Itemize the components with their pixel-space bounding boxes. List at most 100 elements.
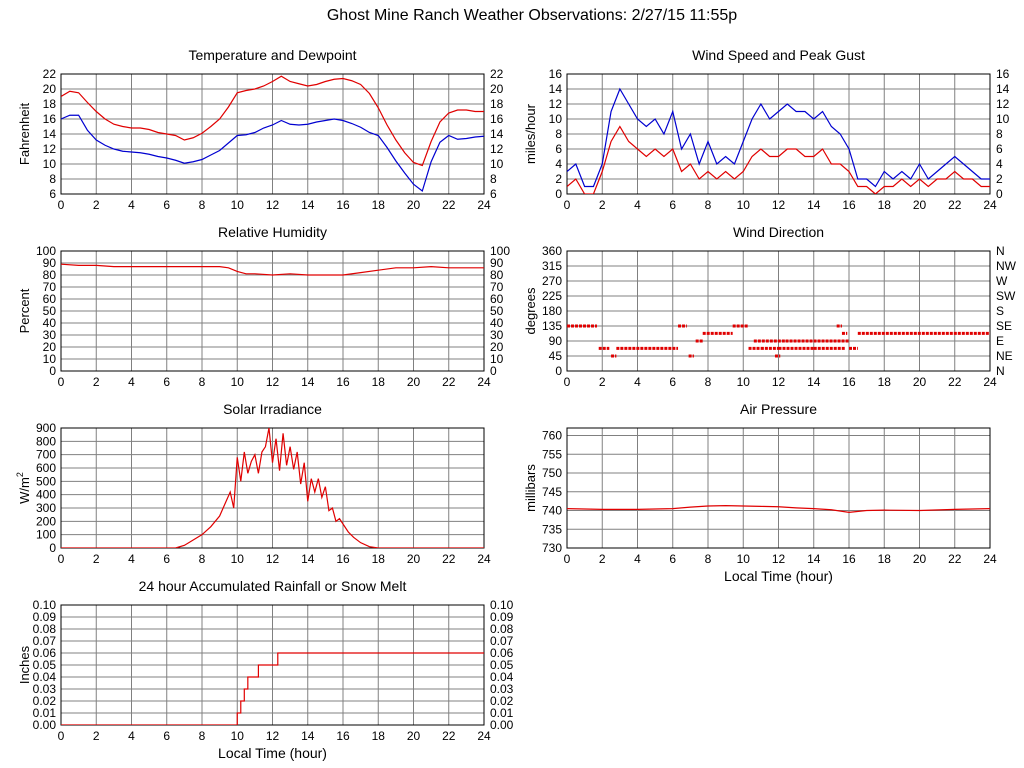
right-tick-label: 50 xyxy=(490,304,504,318)
x-tick-label: 12 xyxy=(266,198,280,212)
right-tick-label: 2 xyxy=(996,172,1003,186)
y-tick-label: 360 xyxy=(542,244,562,258)
plot-frame xyxy=(60,427,485,549)
x-tick-label: 18 xyxy=(878,552,892,566)
x-tick-label: 20 xyxy=(407,552,421,566)
y-tick-label: 200 xyxy=(36,514,56,528)
x-tick-label: 16 xyxy=(336,198,350,212)
y-tick-label: 225 xyxy=(542,289,562,303)
x-tick-label: 12 xyxy=(772,375,786,389)
right-tick-label: NE xyxy=(996,349,1013,363)
chart-title: Wind Speed and Peak Gust xyxy=(692,47,865,63)
series-line-0 xyxy=(567,87,990,188)
x-tick-label: 18 xyxy=(878,375,892,389)
right-tick-label: S xyxy=(996,304,1004,318)
x-tick-label: 24 xyxy=(477,375,491,389)
right-tick-label: 8 xyxy=(490,172,497,186)
x-tick-label: 16 xyxy=(842,198,856,212)
right-tick-label: 0.03 xyxy=(490,682,514,696)
x-tick-label: 14 xyxy=(807,552,821,566)
y-tick-label: 8 xyxy=(555,127,562,141)
y-tick-label: 730 xyxy=(542,541,562,555)
x-tick-label: 24 xyxy=(983,198,997,212)
right-tick-label: 10 xyxy=(490,157,504,171)
x-tick-label: 0 xyxy=(58,198,65,212)
x-tick-label: 20 xyxy=(407,729,421,743)
right-tick-label: N xyxy=(996,364,1005,378)
x-tick-label: 24 xyxy=(983,552,997,566)
y-tick-label: 90 xyxy=(549,334,563,348)
y-tick-label: 50 xyxy=(43,304,57,318)
right-tick-label: 20 xyxy=(490,340,504,354)
x-tick-label: 4 xyxy=(634,552,641,566)
x-tick-label: 2 xyxy=(93,375,100,389)
x-tick-label: 6 xyxy=(163,729,170,743)
x-tick-label: 6 xyxy=(669,552,676,566)
right-tick-label: 12 xyxy=(490,142,504,156)
y-tick-label: 80 xyxy=(43,268,57,282)
x-tick-label: 24 xyxy=(983,375,997,389)
x-tick-label: 8 xyxy=(199,198,206,212)
right-tick-label: 0.02 xyxy=(490,694,514,708)
x-tick-label: 4 xyxy=(128,552,135,566)
y-tick-label: 70 xyxy=(43,280,57,294)
y-tick-label: 735 xyxy=(542,522,562,536)
plot-frame xyxy=(566,73,991,195)
right-tick-label: 100 xyxy=(490,244,510,258)
right-tick-label: E xyxy=(996,334,1004,348)
x-tick-label: 14 xyxy=(807,198,821,212)
x-tick-label: 16 xyxy=(336,552,350,566)
x-tick-label: 10 xyxy=(231,375,245,389)
right-tick-label: 0.04 xyxy=(490,670,514,684)
y-tick-label: 12 xyxy=(549,97,563,111)
chart-title: Solar Irradiance xyxy=(223,401,322,417)
x-tick-label: 18 xyxy=(372,198,386,212)
x-tick-label: 10 xyxy=(737,375,751,389)
x-tick-label: 24 xyxy=(477,198,491,212)
x-tick-label: 12 xyxy=(266,375,280,389)
y-tick-label: 180 xyxy=(542,304,562,318)
x-tick-label: 6 xyxy=(163,375,170,389)
x-tick-label: 4 xyxy=(128,729,135,743)
x-tick-label: 2 xyxy=(599,552,606,566)
x-tick-label: 20 xyxy=(913,198,927,212)
x-tick-label: 12 xyxy=(772,198,786,212)
chart-title: Air Pressure xyxy=(740,401,817,417)
y-tick-label: 0.07 xyxy=(33,634,57,648)
x-tick-label: 4 xyxy=(128,198,135,212)
chart-rain: 24 hour Accumulated Rainfall or Snow Mel… xyxy=(17,578,514,761)
right-tick-label: 16 xyxy=(490,112,504,126)
x-tick-label: 16 xyxy=(842,552,856,566)
x-tick-label: 22 xyxy=(442,552,456,566)
y-tick-label: 0.02 xyxy=(33,694,57,708)
right-tick-label: 0.07 xyxy=(490,634,514,648)
right-tick-label: 10 xyxy=(490,352,504,366)
y-tick-label: 20 xyxy=(43,340,57,354)
y-tick-label: 22 xyxy=(43,67,57,81)
y-tick-label: 740 xyxy=(542,504,562,518)
x-tick-label: 14 xyxy=(301,729,315,743)
x-tick-label: 12 xyxy=(266,552,280,566)
y-tick-label: 800 xyxy=(36,434,56,448)
x-tick-label: 6 xyxy=(163,198,170,212)
y-tick-label: 4 xyxy=(555,157,562,171)
right-tick-label: 0.05 xyxy=(490,658,514,672)
right-tick-label: 0.09 xyxy=(490,610,514,624)
y-tick-label: 0 xyxy=(555,187,562,201)
x-tick-label: 20 xyxy=(913,375,927,389)
x-tick-label: 22 xyxy=(948,552,962,566)
x-tick-label: 22 xyxy=(442,198,456,212)
y-tick-label: 0.04 xyxy=(33,670,57,684)
y-tick-label: 0.06 xyxy=(33,646,57,660)
x-tick-label: 8 xyxy=(705,198,712,212)
x-tick-label: 2 xyxy=(599,198,606,212)
x-tick-label: 4 xyxy=(634,198,641,212)
x-tick-label: 8 xyxy=(199,375,206,389)
y-tick-label: 30 xyxy=(43,328,57,342)
y-tick-label: 20 xyxy=(43,82,57,96)
x-tick-label: 10 xyxy=(737,198,751,212)
y-tick-label: 14 xyxy=(43,127,57,141)
